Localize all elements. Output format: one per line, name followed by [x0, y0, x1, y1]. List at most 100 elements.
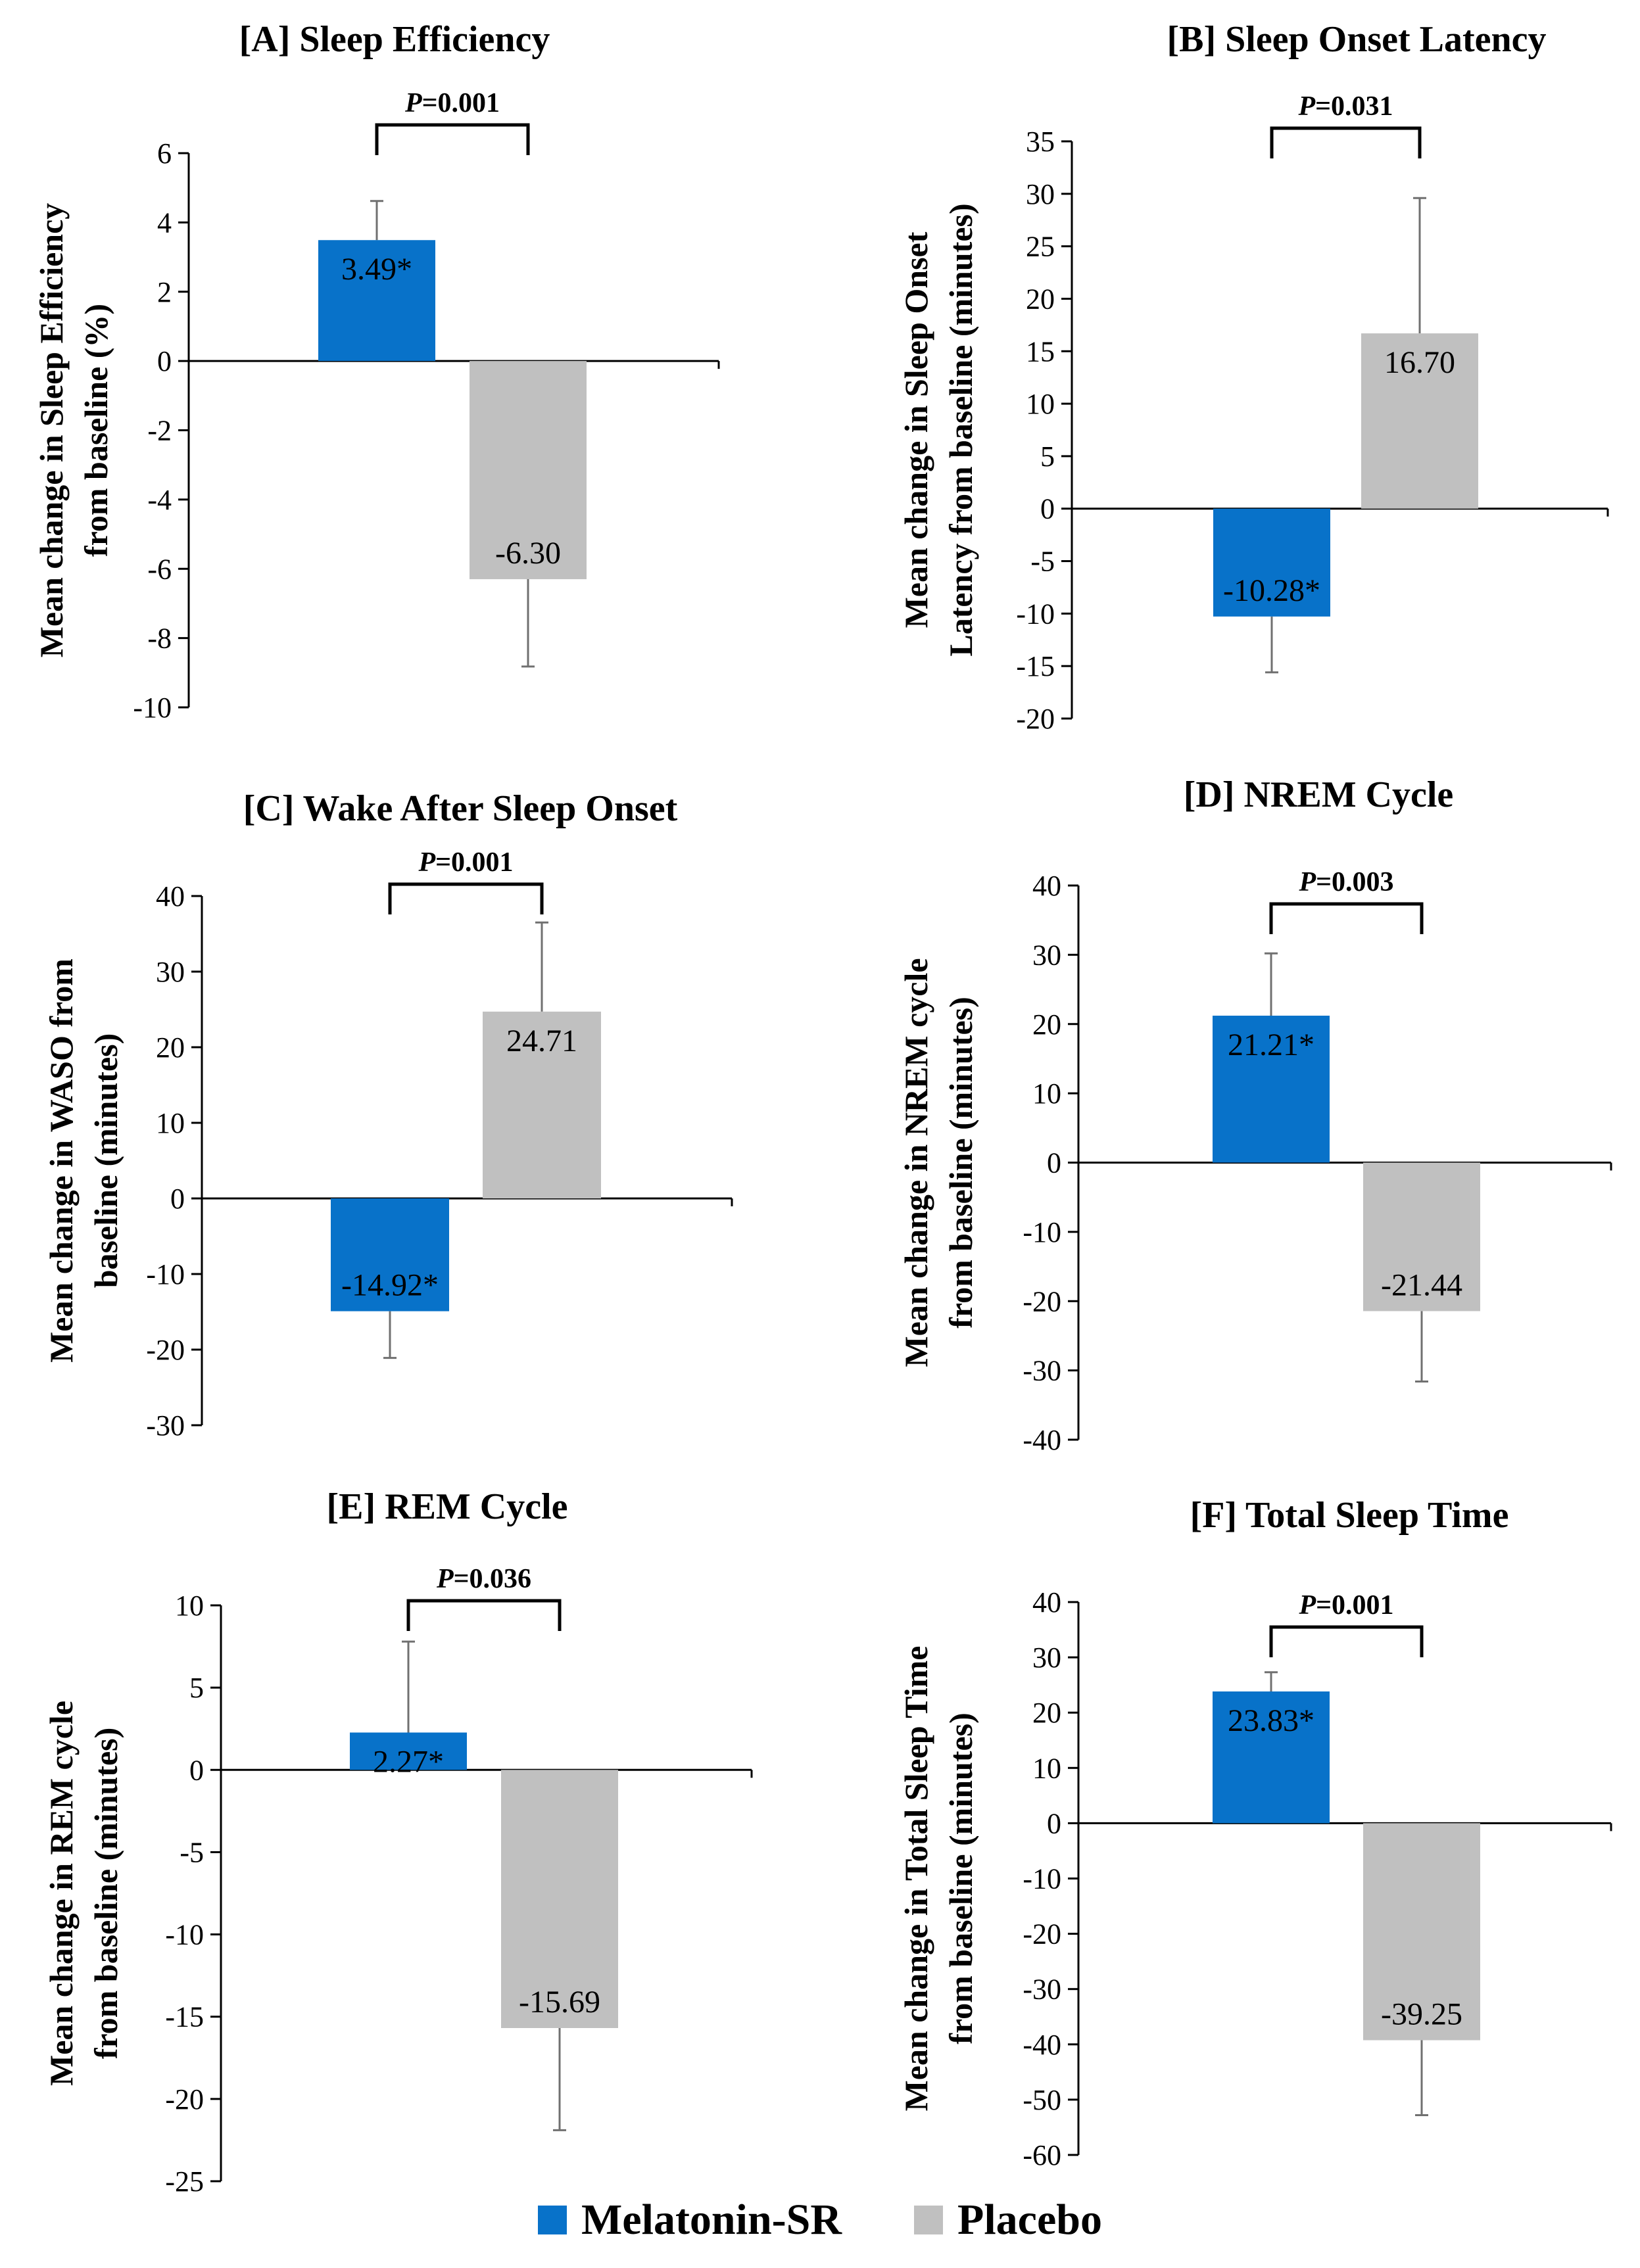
data-label-melatonin: -10.28*	[1223, 573, 1320, 608]
y-tick-label: -15	[1016, 650, 1055, 682]
y-tick-label: -2	[147, 415, 172, 447]
chart-title: [A] Sleep Efficiency	[239, 19, 550, 60]
p-value-label: P=0.036	[436, 1564, 531, 1594]
y-tick-label: 30	[156, 956, 185, 988]
bar-melatonin	[1213, 1015, 1330, 1163]
legend-swatch-melatonin	[538, 2206, 567, 2234]
y-tick-label: -5	[180, 1836, 204, 1868]
y-tick-label: 10	[175, 1590, 204, 1622]
y-tick-label: -10	[146, 1258, 185, 1290]
chart-panel-0: [A] Sleep Efficiency Mean change in Sleep…	[33, 19, 720, 724]
p-value-letter: P	[436, 1564, 454, 1594]
y-tick-label: 30	[1032, 1642, 1061, 1674]
data-label-melatonin: 21.21*	[1228, 1028, 1314, 1062]
y-tick-label: 40	[156, 880, 185, 912]
legend: Melatonin-SR Placebo	[0, 2184, 1640, 2256]
y-tick-label: 20	[1032, 1697, 1061, 1729]
y-tick-label: 15	[1026, 335, 1055, 367]
y-tick-label: -10	[1023, 1863, 1061, 1895]
y-tick-label: 0	[189, 1754, 204, 1786]
y-tick-label: -20	[1023, 1918, 1061, 1950]
y-tick-label: -25	[165, 2165, 204, 2198]
bar-placebo	[1363, 1162, 1480, 1311]
chart-title: [B] Sleep Onset Latency	[1167, 19, 1546, 60]
p-value-number: =0.001	[1316, 1590, 1393, 1620]
p-value-letter: P	[418, 847, 435, 878]
y-tick-label: -4	[147, 484, 172, 516]
y-tick-label: 40	[1032, 870, 1061, 902]
y-tick-label: 10	[156, 1107, 185, 1139]
y-tick-label: 0	[1047, 1147, 1061, 1179]
p-value-number: =0.031	[1315, 91, 1393, 122]
y-tick-label: 30	[1026, 178, 1055, 210]
chart-title: [C] Wake After Sleep Onset	[243, 788, 678, 829]
y-axis-label: from baseline (minutes)	[942, 1713, 979, 2044]
significance-bracket	[375, 123, 530, 155]
y-axis-label: baseline (minutes)	[87, 1033, 124, 1288]
y-tick-label: -30	[1023, 1355, 1061, 1387]
data-label-placebo: -6.30	[495, 536, 561, 571]
p-value-number: =0.001	[435, 847, 513, 878]
y-axis-label: from baseline (minutes)	[942, 997, 979, 1329]
y-tick-label: 35	[1026, 126, 1055, 158]
y-tick-label: -60	[1023, 2139, 1061, 2171]
p-value-letter: P	[1298, 867, 1316, 897]
p-value-label: P=0.001	[418, 847, 513, 878]
y-tick-label: -20	[1023, 1285, 1061, 1317]
y-tick-label: 40	[1032, 1586, 1061, 1618]
legend-swatch-placebo	[914, 2206, 944, 2234]
data-label-placebo: -21.44	[1381, 1267, 1462, 1302]
y-tick-label: 0	[157, 345, 172, 377]
y-tick-label: 20	[1032, 1008, 1061, 1041]
legend-item-placebo: Placebo	[914, 2195, 1102, 2245]
bar-melatonin	[1213, 1691, 1330, 1824]
y-axis-label: from baseline (minutes)	[87, 1728, 124, 2060]
significance-bracket	[388, 882, 544, 914]
chart-title: [F] Total Sleep Time	[1190, 1495, 1509, 1536]
p-value-letter: P	[1297, 91, 1315, 122]
chart-panel-3: [D] NREM Cycle Mean change in NREM cycle f…	[898, 774, 1612, 1456]
y-axis-label: Mean change in Total Sleep Time	[898, 1646, 934, 2112]
p-value-label: P=0.003	[1298, 867, 1393, 897]
y-tick-label: -6	[147, 553, 172, 585]
y-axis-label: Mean change in REM cycle	[43, 1701, 80, 2086]
y-tick-label: 4	[157, 206, 172, 239]
chart-title: [E] REM Cycle	[326, 1486, 567, 1527]
data-label-placebo: 16.70	[1384, 345, 1455, 380]
p-value-number: =0.036	[454, 1564, 531, 1594]
y-tick-label: 20	[1026, 283, 1055, 315]
y-tick-label: -30	[146, 1409, 185, 1442]
data-label-melatonin: 23.83*	[1228, 1703, 1314, 1738]
p-value-label: P=0.031	[1297, 91, 1393, 122]
y-axis-label: Latency from baseline (minutes)	[942, 203, 979, 656]
y-tick-label: -40	[1023, 2029, 1061, 2061]
p-value-letter: P	[1298, 1590, 1316, 1620]
legend-label-placebo: Placebo	[957, 2196, 1102, 2244]
y-axis-label: Mean change in WASO from	[43, 958, 80, 1363]
significance-bracket	[406, 1599, 562, 1631]
y-tick-label: 30	[1032, 939, 1061, 971]
y-tick-label: 2	[157, 276, 172, 308]
bar-placebo	[501, 1770, 618, 2028]
data-label-placebo: -39.25	[1381, 1996, 1462, 2031]
y-tick-label: 6	[157, 137, 172, 170]
y-tick-label: 10	[1026, 388, 1055, 420]
bar-placebo	[470, 361, 587, 580]
data-label-placebo: -15.69	[519, 1985, 600, 2020]
p-value-number: =0.003	[1316, 867, 1393, 897]
y-tick-label: -20	[165, 2083, 204, 2115]
significance-bracket	[1269, 902, 1424, 934]
y-axis-label: Mean change in Sleep Efficiency	[33, 203, 70, 658]
y-tick-label: -10	[165, 1919, 204, 1951]
data-label-placebo: 24.71	[506, 1024, 577, 1058]
y-tick-label: -10	[1016, 598, 1055, 630]
y-tick-label: 0	[1047, 1807, 1061, 1839]
bar-placebo	[1361, 333, 1478, 509]
y-tick-label: 5	[189, 1672, 204, 1704]
p-value-label: P=0.001	[404, 88, 500, 118]
p-value-number: =0.001	[422, 88, 500, 118]
y-tick-label: -50	[1023, 2084, 1061, 2116]
chart-panel-4: [E] REM Cycle Mean change in REM cycle fro…	[43, 1486, 753, 2198]
legend-label-melatonin: Melatonin-SR	[581, 2196, 842, 2244]
y-tick-label: -15	[165, 2001, 204, 2033]
